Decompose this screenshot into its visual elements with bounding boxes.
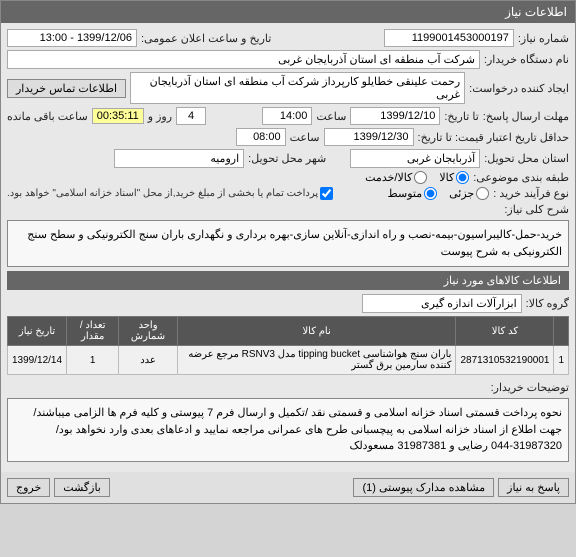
proc-med-input[interactable] (424, 187, 437, 200)
budget-service-radio[interactable]: کالا/خدمت (365, 171, 427, 184)
price-valid-time-field: 08:00 (236, 128, 286, 146)
row-need-desc-label: شرح کلی نیاز: (7, 203, 569, 216)
row-reply-deadline: مهلت ارسال پاسخ: تا تاریخ: 1399/12/10 سا… (7, 107, 569, 125)
need-desc-box: خرید-حمل-کالیبراسیون-بیمه-نصب و راه اندا… (7, 220, 569, 267)
proc-small-label: جزئی (449, 187, 474, 200)
back-button[interactable]: بازگشت (54, 478, 110, 497)
price-valid-date-field: 1399/12/30 (324, 128, 414, 146)
pay-note-checkbox[interactable]: پرداخت تمام یا بخشی از مبلغ خرید,از محل … (7, 187, 333, 200)
reply-to-label: تا تاریخ: (444, 110, 478, 123)
td-idx: 1 (554, 346, 569, 375)
td-date: 1399/12/14 (8, 346, 67, 375)
th-qty: تعداد / مقدار (67, 317, 119, 346)
row-budget: طبقه بندی موضوعی: کالا کالا/خدمت (7, 171, 569, 184)
countdown-timer: 00:35:11 (92, 108, 144, 124)
td-qty: 1 (67, 346, 119, 375)
deliver-prov-label: استان محل تحویل: (484, 152, 569, 165)
deliver-city-label: شهر محل تحویل: (248, 152, 326, 165)
deliver-city-field: ارومیه (114, 149, 244, 168)
days-left-label: روز و (148, 110, 172, 123)
buyer-org-field: شرکت آب منطقه ای استان آذربایجان غربی (7, 50, 480, 69)
announce-label: تاریخ و ساعت اعلان عمومی: (141, 32, 271, 45)
budget-service-label: کالا/خدمت (365, 171, 412, 184)
pay-note-label: پرداخت تمام یا بخشی از مبلغ خرید,از محل … (7, 188, 318, 199)
price-valid-time-label: ساعت (290, 131, 320, 144)
th-code: کد کالا (456, 317, 554, 346)
pay-note-input[interactable] (320, 187, 333, 200)
buyer-notes-label: توضیحات خریدار: (491, 381, 569, 394)
budget-service-input[interactable] (414, 171, 427, 184)
th-name: نام کالا (177, 317, 456, 346)
budget-goods-radio[interactable]: کالا (439, 171, 469, 184)
proc-label: نوع فرآیند خرید : (493, 187, 569, 200)
row-buyer-org: نام دستگاه خریدار: شرکت آب منطقه ای استا… (7, 50, 569, 69)
need-no-label: شماره نیاز: (518, 32, 569, 45)
row-need-no: شماره نیاز: 1199001453000197 تاریخ و ساع… (7, 29, 569, 47)
footer-buttons: پاسخ به نیاز مشاهده مدارک پیوستی (1) باز… (1, 472, 575, 503)
items-section-header: اطلاعات کالاهای مورد نیاز (7, 271, 569, 290)
timer-label: ساعت باقی مانده (7, 110, 88, 123)
reply-deadline-label: مهلت ارسال پاسخ: (483, 110, 569, 123)
row-group: گروه کالا: ابزارآلات اندازه گیری (7, 294, 569, 313)
creator-field: رحمت علینقی خطایلو کارپرداز شرکت آب منطق… (130, 72, 465, 104)
group-field: ابزارآلات اندازه گیری (362, 294, 522, 313)
reply-time-field: 14:00 (262, 107, 312, 125)
td-name: باران سنج هواشناسی tipping bucket مدل RS… (177, 346, 456, 375)
td-unit: عدد (119, 346, 178, 375)
announce-field: 1399/12/06 - 13:00 (7, 29, 137, 47)
td-code: 2871310532190001 (456, 346, 554, 375)
contact-button[interactable]: اطلاعات تماس خریدار (7, 79, 126, 98)
price-valid-label: حداقل تاریخ اعتبار قیمت: تا تاریخ: (418, 131, 569, 144)
th-date: تاریخ نیاز (8, 317, 67, 346)
need-desc-label: شرح کلی نیاز: (504, 203, 569, 216)
budget-label: طبقه بندی موضوعی: (473, 171, 569, 184)
reply-date-field: 1399/12/10 (350, 107, 440, 125)
days-left-field: 4 (176, 107, 206, 125)
row-creator: ایجاد کننده درخواست: رحمت علینقی خطایلو … (7, 72, 569, 104)
need-no-field: 1199001453000197 (384, 29, 514, 47)
deliver-prov-field: آذربایجان غربی (350, 149, 480, 168)
reply-time-label: ساعت (316, 110, 346, 123)
info-window: اطلاعات نیاز شماره نیاز: 119900145300019… (0, 0, 576, 504)
proc-med-label: متوسط (388, 187, 423, 200)
row-price-valid: حداقل تاریخ اعتبار قیمت: تا تاریخ: 1399/… (7, 128, 569, 146)
proc-med-radio[interactable]: متوسط (388, 187, 438, 200)
th-idx (554, 317, 569, 346)
group-label: گروه کالا: (526, 297, 569, 310)
budget-goods-input[interactable] (456, 171, 469, 184)
attachments-button[interactable]: مشاهده مدارک پیوستی (1) (353, 478, 494, 497)
buyer-notes-box: نحوه پرداخت قسمتی اسناد خزانه اسلامی و ق… (7, 398, 569, 462)
row-buyer-notes-label: توضیحات خریدار: (7, 381, 569, 394)
table-row: 1 2871310532190001 باران سنج هواشناسی ti… (8, 346, 569, 375)
content-area: شماره نیاز: 1199001453000197 تاریخ و ساع… (1, 23, 575, 472)
proc-small-radio[interactable]: جزئی (449, 187, 489, 200)
window-title: اطلاعات نیاز (505, 5, 567, 19)
proc-small-input[interactable] (476, 187, 489, 200)
items-table: کد کالا نام کالا واحد شمارش تعداد / مقدا… (7, 316, 569, 375)
table-header-row: کد کالا نام کالا واحد شمارش تعداد / مقدا… (8, 317, 569, 346)
row-proc: نوع فرآیند خرید : جزئی متوسط پرداخت تمام… (7, 187, 569, 200)
reply-button[interactable]: پاسخ به نیاز (498, 478, 569, 497)
creator-label: ایجاد کننده درخواست: (469, 82, 569, 95)
budget-goods-label: کالا (439, 171, 454, 184)
buyer-org-label: نام دستگاه خریدار: (484, 53, 569, 66)
row-deliver: استان محل تحویل: آذربایجان غربی شهر محل … (7, 149, 569, 168)
exit-button[interactable]: خروج (7, 478, 50, 497)
th-unit: واحد شمارش (119, 317, 178, 346)
window-title-bar: اطلاعات نیاز (1, 1, 575, 23)
